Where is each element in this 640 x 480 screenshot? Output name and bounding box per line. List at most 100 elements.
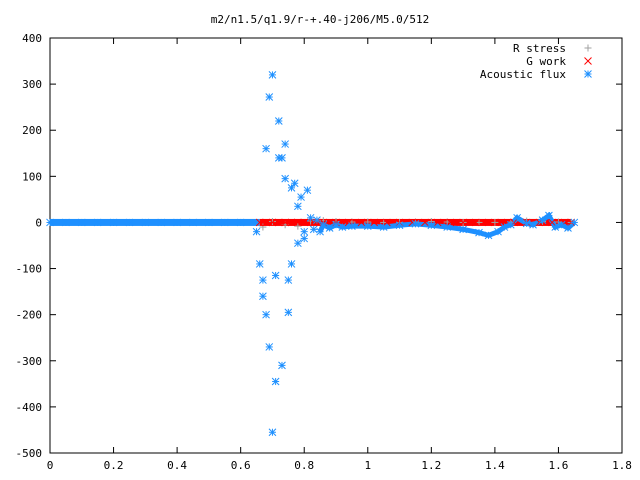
data-point (379, 223, 388, 231)
data-point (294, 202, 302, 211)
data-point (255, 260, 264, 268)
x-tick-label: 0 (47, 459, 54, 472)
x-tick-label: 1.2 (421, 459, 441, 472)
data-point (551, 223, 560, 231)
data-point (513, 213, 521, 222)
data-point (294, 222, 302, 230)
data-point (287, 218, 296, 227)
data-point (274, 117, 283, 125)
data-point (522, 219, 531, 228)
legend-marker (584, 70, 592, 78)
data-point (259, 276, 267, 284)
data-point (459, 218, 467, 227)
data-point (297, 193, 305, 201)
data-point (262, 144, 270, 153)
data-point (109, 218, 118, 227)
data-point (484, 231, 493, 240)
data-point (459, 225, 467, 234)
data-point (259, 292, 267, 301)
y-tick-label: 100 (22, 170, 42, 183)
x-tick-label: 0.8 (294, 459, 314, 472)
data-point (220, 218, 229, 227)
legend-marker (584, 44, 592, 52)
data-point (382, 218, 391, 227)
data-point (427, 221, 436, 230)
data-point (125, 218, 134, 227)
data-point (370, 218, 378, 227)
data-point (363, 222, 372, 230)
y-tick-label: -100 (16, 263, 43, 276)
data-point (564, 224, 572, 232)
data-point (316, 227, 324, 236)
x-tick-label: 0.6 (231, 459, 251, 472)
data-point (173, 218, 181, 227)
data-point (500, 223, 509, 231)
data-point (313, 216, 321, 224)
data-point (189, 218, 197, 227)
data-point (348, 222, 356, 230)
data-point (281, 218, 290, 227)
data-point (141, 218, 150, 227)
data-point (497, 218, 506, 227)
data-point (529, 220, 537, 229)
data-point (284, 276, 293, 284)
legend-label: R stress (513, 42, 566, 55)
y-tick-label: 200 (22, 124, 42, 137)
data-point (300, 234, 309, 243)
data-point (259, 223, 267, 231)
axes: 0 0.2 0.4 0.6 0.8 1 1.2 1.4 1.6 1.84003002001000-… (16, 32, 632, 472)
data-series (46, 71, 579, 437)
data-point (545, 211, 553, 220)
data-point (300, 218, 309, 227)
y-tick-label: -500 (16, 447, 43, 460)
data-point (62, 218, 70, 227)
data-point (300, 227, 309, 236)
data-point (287, 184, 296, 192)
data-point (538, 216, 547, 224)
data-point (236, 218, 245, 227)
data-point (252, 227, 261, 236)
data-point (294, 239, 302, 248)
data-point (475, 228, 483, 237)
data-point (395, 221, 404, 230)
data-point (325, 224, 334, 232)
data-point (290, 179, 299, 188)
data-point (421, 218, 429, 227)
x-tick-label: 1.6 (549, 459, 569, 472)
y-tick-label: -200 (16, 309, 43, 322)
data-point (357, 218, 366, 227)
data-point (271, 271, 280, 280)
y-tick-label: 300 (22, 78, 42, 91)
data-point (262, 218, 270, 227)
data-point (494, 227, 502, 236)
x-tick-label: 1.4 (485, 459, 505, 472)
legend-label: G work (526, 55, 566, 68)
data-point (268, 71, 277, 79)
data-point (484, 218, 493, 227)
data-point (548, 218, 556, 227)
x-tick-label: 0.2 (104, 459, 124, 472)
data-point (268, 428, 277, 437)
data-point (471, 218, 480, 227)
data-point (205, 218, 213, 227)
data-point (46, 218, 54, 227)
acoustic-flux-baseline-band (50, 218, 260, 226)
data-point (157, 218, 166, 227)
data-point (303, 186, 312, 195)
x-tick-label: 1.8 (612, 459, 632, 472)
data-point (268, 218, 276, 226)
data-point (319, 220, 328, 229)
data-point (278, 361, 286, 370)
legend-marker (584, 57, 592, 65)
data-point (306, 213, 315, 222)
data-point (262, 310, 270, 319)
data-point (281, 140, 290, 148)
series-g-work (255, 218, 576, 227)
data-point (338, 223, 347, 231)
data-point (287, 260, 296, 268)
data-point (271, 377, 280, 386)
data-point (77, 218, 86, 227)
data-point (294, 218, 302, 227)
